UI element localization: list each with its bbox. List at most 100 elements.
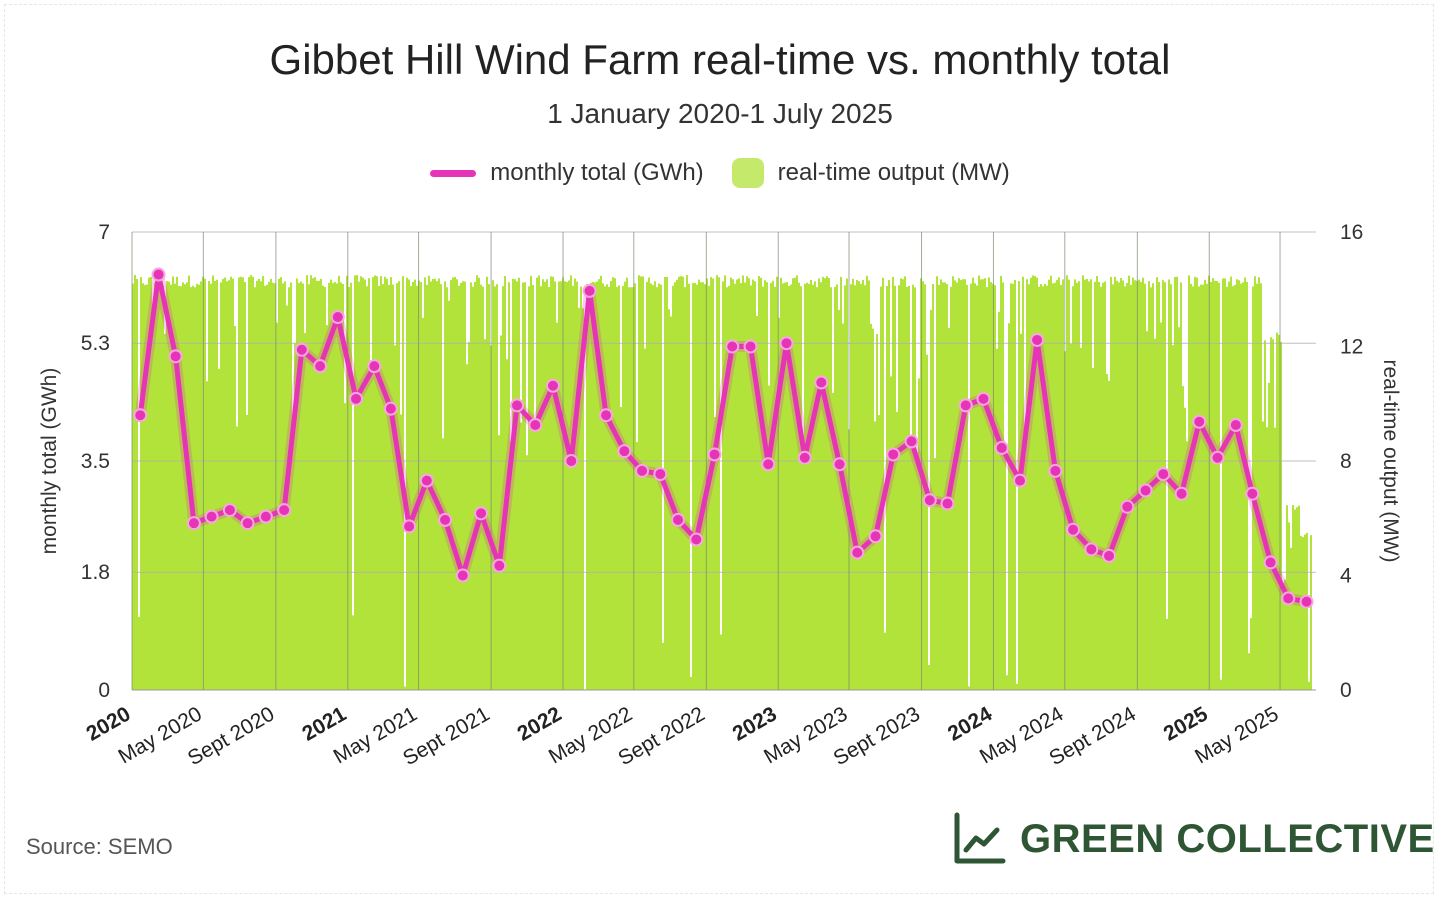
monthly-total-point bbox=[797, 450, 812, 465]
monthly-total-point bbox=[438, 512, 453, 527]
monthly-total-point bbox=[474, 506, 489, 521]
monthly-total-point bbox=[868, 529, 883, 544]
monthly-total-point bbox=[653, 467, 668, 482]
monthly-total-point bbox=[1228, 418, 1243, 433]
monthly-total-point bbox=[419, 473, 434, 488]
monthly-total-point bbox=[761, 457, 776, 472]
monthly-total-point bbox=[1138, 483, 1153, 498]
legend-label-monthly-total: monthly total (GWh) bbox=[490, 159, 704, 186]
monthly-total-point bbox=[994, 440, 1009, 455]
brand-name: GREEN COLLECTIVE bbox=[1020, 816, 1435, 861]
chart-frame bbox=[4, 4, 1434, 894]
monthly-total-point bbox=[367, 359, 382, 374]
monthly-total-point bbox=[240, 516, 255, 531]
monthly-total-point bbox=[313, 359, 328, 374]
monthly-total-point bbox=[689, 532, 704, 547]
monthly-total-point bbox=[904, 434, 919, 449]
monthly-total-point bbox=[330, 310, 345, 325]
monthly-total-point bbox=[1013, 473, 1027, 488]
x-tick-label: 2021 bbox=[298, 702, 350, 745]
real-time-output-area bbox=[132, 275, 1312, 690]
monthly-total-point bbox=[1210, 450, 1225, 465]
monthly-total-point bbox=[1084, 542, 1099, 557]
monthly-total-point bbox=[725, 339, 740, 354]
monthly-total-point bbox=[349, 391, 364, 406]
y-right-tick-label: 8 bbox=[1340, 450, 1352, 473]
monthly-total-point bbox=[1281, 591, 1296, 606]
monthly-total-point bbox=[402, 519, 417, 534]
y-left-tick-label: 7 bbox=[98, 221, 110, 244]
x-tick-label: 2020 bbox=[83, 702, 135, 745]
monthly-total-point bbox=[294, 342, 309, 357]
monthly-total-point bbox=[546, 378, 561, 393]
monthly-total-point bbox=[528, 418, 543, 433]
monthly-total-point bbox=[1192, 414, 1207, 429]
monthly-total-point bbox=[383, 401, 398, 416]
monthly-total-point bbox=[564, 454, 579, 468]
monthly-total-point bbox=[204, 509, 219, 524]
monthly-total-point bbox=[850, 545, 865, 560]
monthly-total-point bbox=[832, 457, 847, 472]
monthly-total-point bbox=[958, 398, 973, 413]
monthly-total-point bbox=[151, 267, 166, 282]
monthly-total-point bbox=[582, 283, 597, 298]
chart-title: Gibbet Hill Wind Farm real-time vs. mont… bbox=[269, 36, 1171, 83]
monthly-total-point bbox=[671, 512, 686, 527]
monthly-total-point bbox=[133, 408, 148, 423]
y-left-tick-label: 0 bbox=[98, 679, 110, 702]
monthly-total-line bbox=[137, 272, 1308, 605]
monthly-total-point bbox=[222, 503, 237, 518]
legend-label-real-time-output: real-time output (MW) bbox=[777, 159, 1010, 186]
monthly-total-point bbox=[617, 444, 632, 459]
monthly-total-point bbox=[886, 447, 901, 462]
legend-swatch-line bbox=[430, 169, 477, 177]
monthly-total-point bbox=[1245, 486, 1260, 501]
monthly-total-point bbox=[510, 398, 525, 413]
monthly-total-point bbox=[492, 558, 507, 573]
monthly-total-point bbox=[707, 447, 722, 462]
line-chart-icon bbox=[954, 812, 1006, 864]
chart-subtitle: 1 January 2020-1 July 2025 bbox=[547, 98, 893, 129]
y-right-tick-label: 16 bbox=[1340, 221, 1363, 244]
monthly-total-point bbox=[743, 339, 758, 354]
monthly-total-point bbox=[258, 509, 273, 524]
monthly-total-point bbox=[1120, 499, 1135, 514]
monthly-total-point bbox=[1102, 548, 1117, 563]
monthly-total-point bbox=[277, 503, 292, 518]
x-tick-label: 2024 bbox=[944, 702, 996, 745]
monthly-total-point bbox=[940, 496, 955, 511]
monthly-total-point bbox=[599, 408, 614, 423]
monthly-total-point bbox=[1030, 332, 1045, 347]
monthly-total-point bbox=[922, 493, 937, 508]
monthly-total-point bbox=[1048, 463, 1063, 478]
y-right-axis-title: real-time output (MW) bbox=[1379, 359, 1402, 562]
x-tick-label: 2025 bbox=[1160, 702, 1212, 745]
legend-item-monthly-total[interactable]: monthly total (GWh) bbox=[430, 159, 704, 187]
monthly-total-point bbox=[814, 375, 829, 390]
x-tick-label: 2022 bbox=[514, 702, 566, 745]
monthly-total-point bbox=[1299, 594, 1314, 609]
monthly-total-point bbox=[186, 516, 201, 531]
monthly-total-point bbox=[455, 568, 470, 583]
monthly-total-point bbox=[1263, 555, 1278, 570]
source-note: Source: SEMO bbox=[26, 834, 173, 859]
monthly-total-point bbox=[1174, 486, 1189, 501]
y-left-tick-label: 5.3 bbox=[81, 332, 110, 355]
legend-swatch-area bbox=[731, 158, 764, 188]
y-right-tick-label: 4 bbox=[1340, 565, 1352, 588]
legend-item-real-time-output[interactable]: real-time output (MW) bbox=[731, 158, 1010, 188]
y-left-tick-label: 3.5 bbox=[81, 450, 110, 473]
monthly-total-point bbox=[1066, 522, 1081, 537]
monthly-total-point bbox=[168, 349, 183, 364]
y-left-axis-title: monthly total (GWh) bbox=[38, 368, 61, 555]
brand-logo: GREEN COLLECTIVE bbox=[952, 812, 1435, 866]
y-left-tick-label: 1.8 bbox=[81, 561, 110, 584]
monthly-total-point bbox=[635, 463, 650, 478]
y-right-tick-label: 12 bbox=[1340, 336, 1363, 359]
y-right-tick-label: 0 bbox=[1340, 679, 1352, 702]
monthly-total-point bbox=[1156, 467, 1171, 482]
legend: monthly total (GWh) real-time output (MW… bbox=[0, 158, 1440, 188]
x-tick-label: 2023 bbox=[729, 702, 781, 745]
monthly-total-point bbox=[976, 391, 991, 406]
